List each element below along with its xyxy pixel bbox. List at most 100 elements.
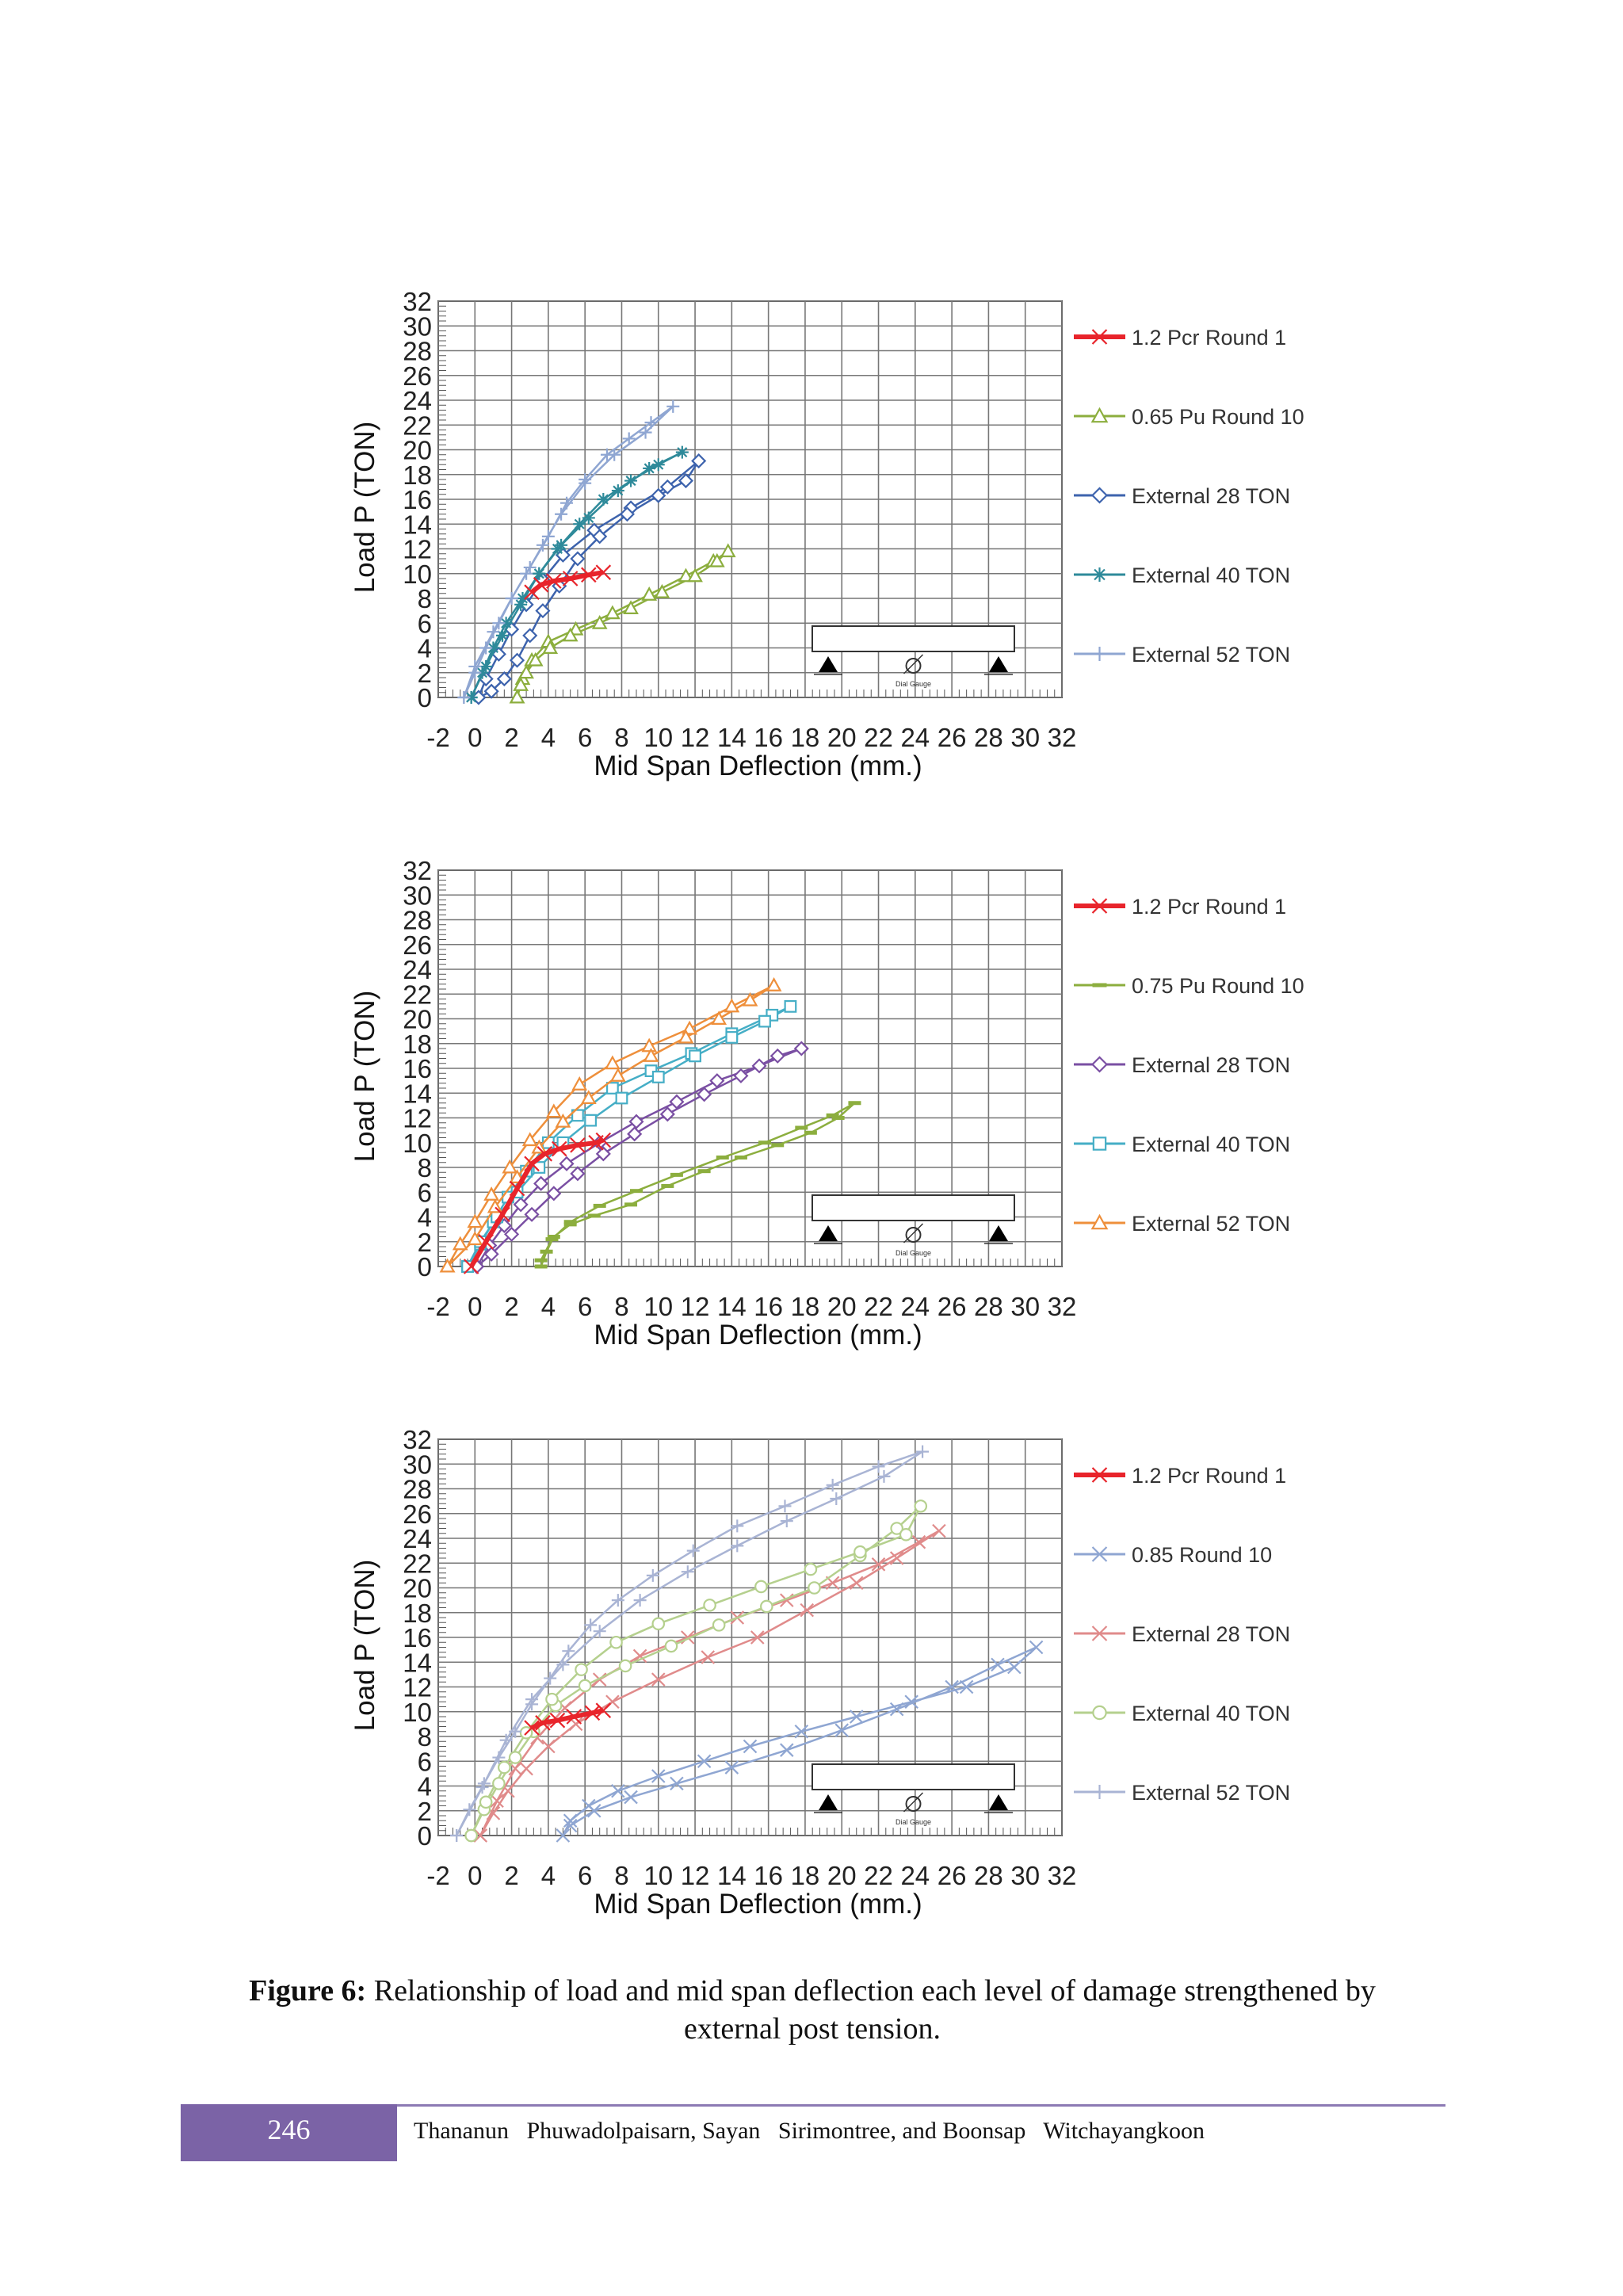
data-point — [563, 1220, 577, 1224]
data-point — [609, 1068, 626, 1082]
x-axis-label: Mid Span Deflection (mm.) — [594, 1889, 922, 1920]
data-point — [754, 1580, 768, 1594]
data-point — [643, 1048, 659, 1062]
series-2 — [534, 1101, 861, 1269]
x-tick-label: 8 — [614, 1861, 628, 1890]
data-point — [605, 1082, 619, 1095]
y-tick-label: 28 — [403, 906, 432, 935]
data-point — [750, 1630, 765, 1645]
data-point — [547, 1235, 560, 1239]
data-point — [551, 1140, 567, 1157]
x-tick-label: 18 — [791, 723, 820, 752]
data-point — [519, 1761, 533, 1776]
data-point — [490, 1794, 504, 1809]
series-group — [450, 1445, 1044, 1843]
x-tick-label: 32 — [1048, 723, 1077, 752]
x-tick-labels: -2 0 2 4 6 8 10 12 14 16 18 20 22 24 26 28 30 32 — [426, 1292, 1076, 1321]
data-point — [659, 1106, 675, 1122]
data-point — [600, 448, 613, 461]
data-point — [545, 1692, 559, 1706]
legend-label: External 28 TON — [1132, 1053, 1290, 1077]
data-point — [492, 1751, 506, 1764]
y-tick-label: 10 — [403, 560, 432, 589]
x-tick-label: 6 — [578, 1292, 592, 1321]
y-tick-label: 12 — [403, 1673, 432, 1702]
data-point — [795, 1125, 808, 1130]
data-point — [914, 1499, 928, 1513]
y-tick-label: 6 — [418, 609, 432, 638]
data-point — [624, 474, 638, 487]
legend-label: 0.65 Pu Round 10 — [1132, 405, 1304, 429]
y-tick-label: 8 — [418, 1153, 432, 1182]
load-deflection-chart-3: -2 0 2 4 6 8 10 12 14 16 18 20 22 24 26 28 30 32024681012… — [349, 1425, 1290, 1920]
series-line — [470, 1505, 922, 1836]
data-point — [911, 1534, 926, 1549]
data-point — [709, 1073, 725, 1089]
legend: 1.2 Pcr Round 1 0.75 Pu Round 10 External … — [1074, 895, 1304, 1236]
data-point — [578, 1679, 592, 1693]
data-point — [877, 1469, 891, 1483]
data-point — [534, 1264, 548, 1269]
data-point — [524, 1206, 540, 1222]
data-point — [508, 1751, 522, 1764]
x-tick-label: 30 — [1010, 1861, 1040, 1890]
y-tick-label: 4 — [418, 1203, 432, 1232]
data-point — [509, 1725, 522, 1738]
data-point — [522, 628, 538, 644]
footer-authors: Thananun Phuwadolpaisarn, Sayan Sirimont… — [414, 2118, 1205, 2144]
x-tick-label: 4 — [541, 1292, 556, 1321]
data-point — [793, 1041, 809, 1056]
data-point — [537, 1146, 553, 1162]
load-deflection-chart-1: -2 0 2 4 6 8 10 12 14 16 18 20 22 24 26 28 30 32024681012… — [349, 287, 1304, 781]
x-tick-label: 14 — [717, 723, 747, 752]
data-point — [687, 567, 703, 583]
data-point — [518, 664, 534, 679]
data-point — [991, 1657, 1005, 1672]
x-tick-label: 10 — [643, 723, 673, 752]
data-point — [504, 1226, 520, 1242]
data-point — [567, 621, 584, 636]
data-point — [524, 1720, 540, 1736]
dial-gauge-icon — [905, 1227, 922, 1243]
data-point — [651, 487, 666, 503]
y-tick-label: 2 — [418, 659, 432, 688]
data-point — [595, 1146, 611, 1162]
legend-marker — [1090, 487, 1109, 504]
data-point — [562, 571, 579, 586]
series-5 — [457, 399, 680, 704]
data-point — [483, 683, 499, 699]
data-point — [800, 1603, 815, 1618]
data-point — [609, 1635, 623, 1649]
y-axis-label: Load P (TON) — [349, 991, 380, 1163]
y-tick-label: 26 — [403, 361, 432, 391]
y-tick-label: 10 — [403, 1698, 432, 1727]
y-tick-label: 32 — [403, 1425, 432, 1454]
y-tick-label: 20 — [403, 1574, 432, 1603]
data-point — [686, 1544, 700, 1557]
data-point — [697, 1169, 711, 1174]
data-point — [545, 1237, 559, 1242]
legend-label: 0.85 Round 10 — [1132, 1543, 1272, 1567]
x-tick-label: 12 — [681, 1861, 710, 1890]
legend-item: External 52 TON — [1074, 1781, 1290, 1805]
x-tick-label: 28 — [974, 1292, 1003, 1321]
data-point — [784, 999, 797, 1013]
x-tick-label: 32 — [1048, 1292, 1077, 1321]
x-tick-label: 28 — [974, 1861, 1003, 1890]
data-point — [562, 1645, 575, 1658]
data-point — [654, 583, 670, 598]
data-point — [871, 1557, 886, 1572]
y-tick-label: 0 — [418, 1252, 432, 1282]
legend-label: 1.2 Pcr Round 1 — [1132, 1464, 1286, 1488]
legend-label: 0.75 Pu Round 10 — [1132, 974, 1304, 998]
y-tick-label: 18 — [403, 1030, 432, 1059]
y-tick-label: 26 — [403, 930, 432, 960]
data-point — [513, 677, 529, 691]
data-point — [605, 605, 621, 620]
x-tick-label: 22 — [864, 723, 893, 752]
data-point — [555, 507, 568, 521]
data-point — [591, 614, 608, 629]
legend-item: External 28 TON — [1074, 484, 1290, 508]
legend-label: External 52 TON — [1132, 1212, 1290, 1236]
data-point — [731, 1539, 744, 1553]
